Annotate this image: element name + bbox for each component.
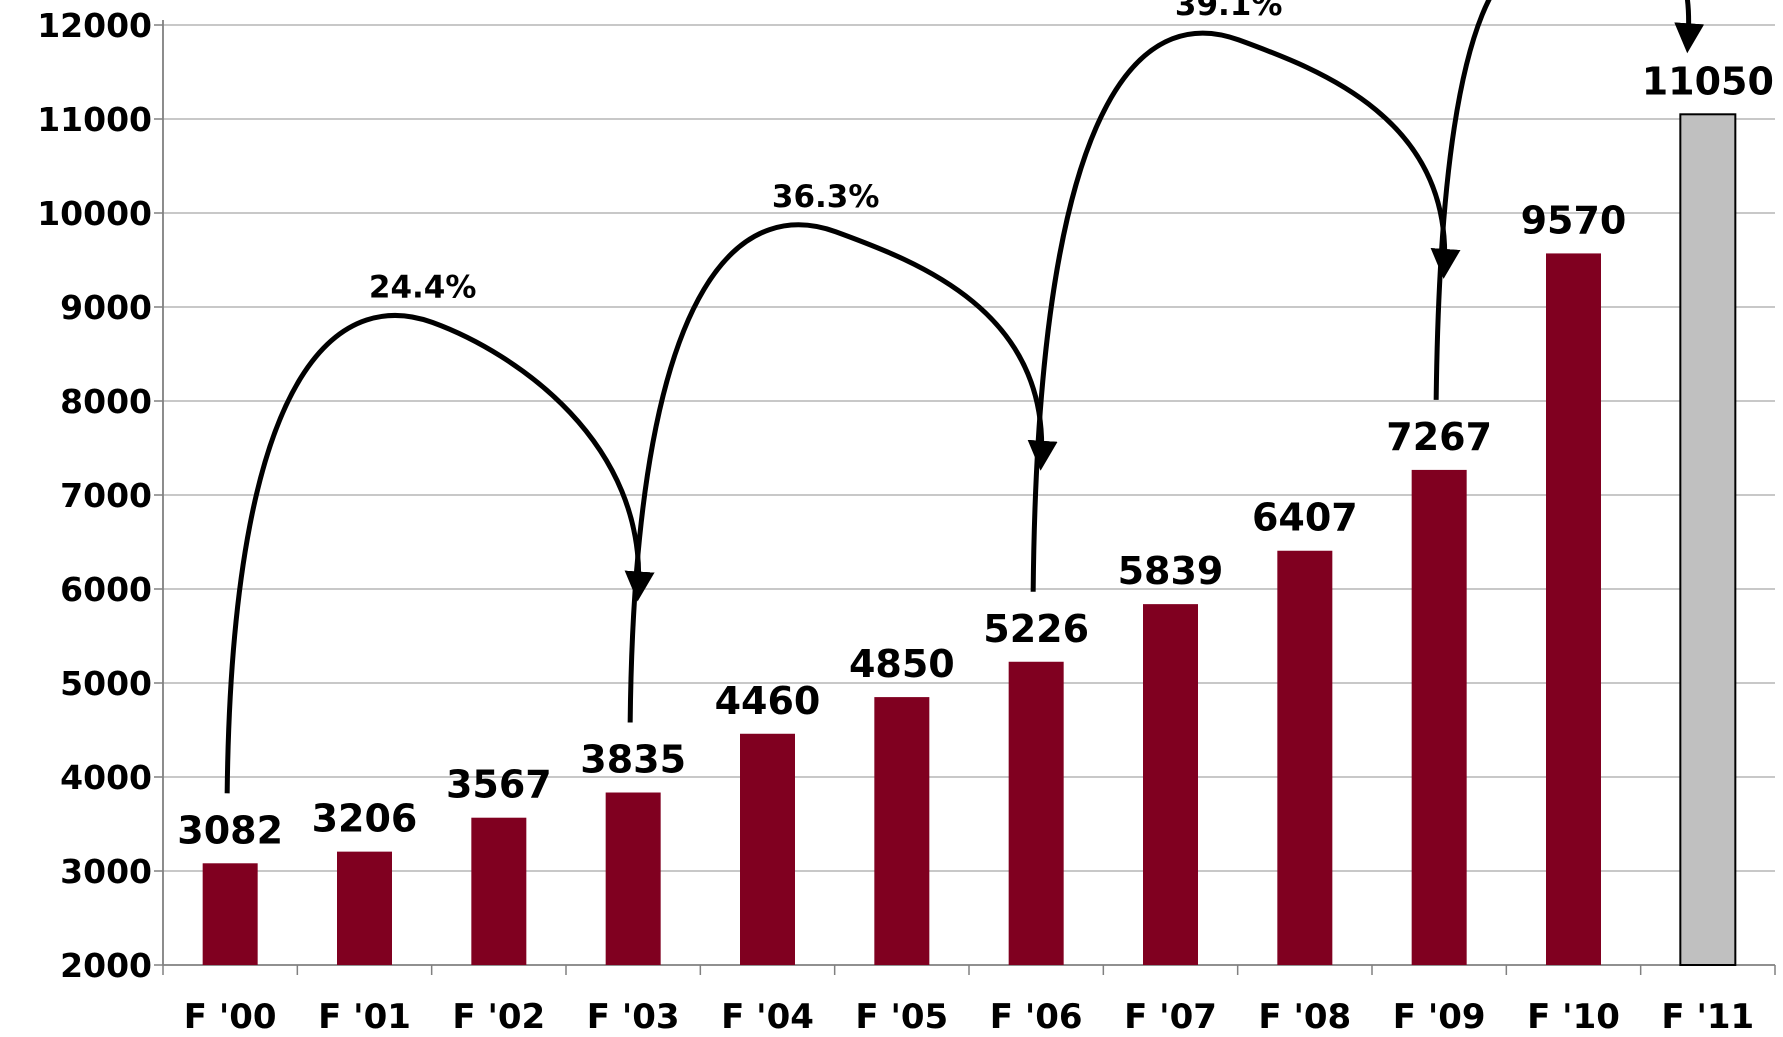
growth-arrow	[227, 315, 639, 793]
x-tick-label: F '00	[184, 997, 277, 1037]
x-tick-label: F '01	[318, 997, 411, 1037]
y-tick-label: 10000	[37, 194, 152, 233]
data-label: 3835	[580, 738, 686, 782]
bar	[606, 793, 661, 965]
x-tick-label: F '06	[990, 997, 1083, 1037]
data-label: 7267	[1386, 415, 1492, 459]
gridlines	[163, 25, 1775, 871]
data-label: 6407	[1252, 496, 1358, 540]
y-tick-label: 11000	[37, 100, 152, 139]
growth-label: 36.3%	[772, 179, 880, 215]
x-tick-label: F '05	[855, 997, 948, 1037]
growth-arrow	[630, 225, 1042, 723]
x-tick-label: F '02	[452, 997, 545, 1037]
data-label: 5839	[1118, 549, 1224, 593]
growth-label: 39.1%	[1175, 0, 1283, 23]
data-label: 9570	[1521, 198, 1627, 242]
data-label: 4850	[849, 642, 955, 686]
bar	[203, 863, 258, 965]
data-labels: 3082 3206 3567 3835 4460 4850 5226 5839 6407 7267…	[177, 59, 1774, 852]
data-label: 11050	[1642, 59, 1774, 103]
y-tick-label: 7000	[60, 476, 152, 515]
data-label: 3567	[446, 763, 552, 807]
data-label: 3082	[177, 808, 283, 852]
data-label: 4460	[715, 679, 821, 723]
y-tick-label: 12000	[37, 6, 152, 45]
data-label: 3206	[312, 797, 418, 841]
bar	[874, 697, 929, 965]
data-label: 5226	[983, 607, 1089, 651]
bar	[1009, 662, 1064, 965]
y-tick-label: 6000	[60, 570, 152, 609]
x-tick-label: F '04	[721, 997, 814, 1037]
x-tick-label: F '11	[1661, 997, 1754, 1037]
bar	[1546, 253, 1601, 965]
y-tick-label: 8000	[60, 382, 152, 421]
bar	[1143, 604, 1198, 965]
x-tick-label: F '09	[1393, 997, 1486, 1037]
bar	[337, 852, 392, 965]
growth-label: 24.4%	[369, 270, 477, 306]
y-tick-label: 9000	[60, 288, 152, 327]
bar	[471, 818, 526, 965]
y-tick-label: 2000	[60, 946, 152, 985]
x-tick-label: F '07	[1124, 997, 1217, 1037]
y-tick-label: 3000	[60, 852, 152, 891]
bar	[740, 734, 795, 965]
y-tick-label: 4000	[60, 758, 152, 797]
bar	[1412, 470, 1467, 965]
growth-arrow	[1033, 33, 1445, 592]
bar	[1277, 551, 1332, 965]
bars	[203, 114, 1736, 965]
x-tick-label: F '10	[1527, 997, 1620, 1037]
bar	[1680, 114, 1735, 965]
x-tick-label: F '03	[587, 997, 680, 1037]
y-tick-label: 5000	[60, 664, 152, 703]
x-tick-label: F '08	[1258, 997, 1351, 1037]
